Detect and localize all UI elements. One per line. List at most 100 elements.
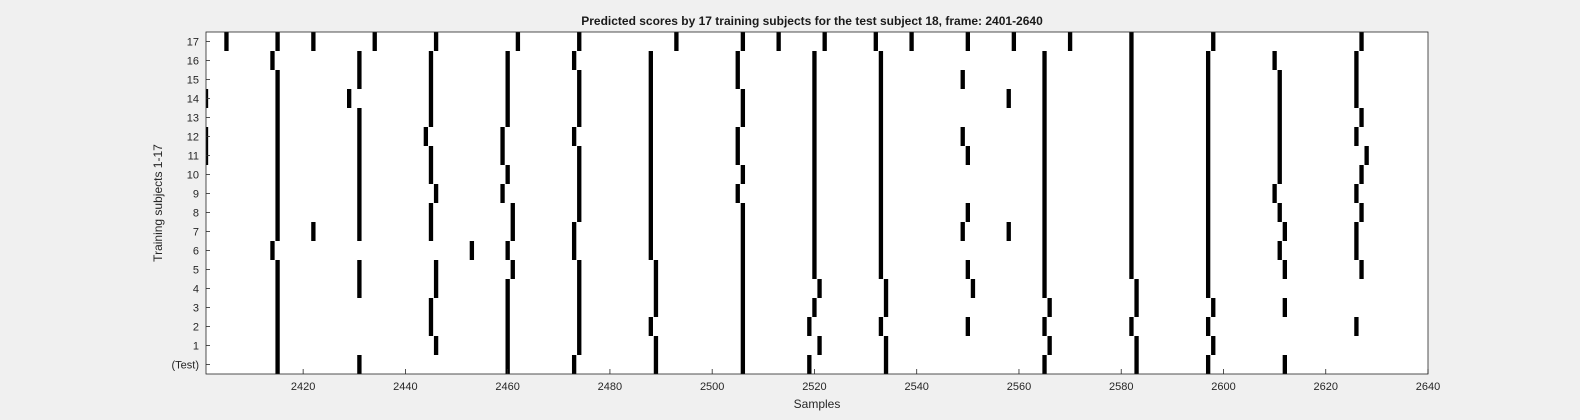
y-tick-label: 8 [193,208,199,220]
score-mark [1205,184,1211,203]
score-mark [1129,51,1134,70]
score-mark [1205,127,1211,146]
score-mark [275,355,280,374]
score-mark [812,70,817,89]
score-mark [1042,203,1047,222]
score-mark [1129,241,1134,260]
score-mark [735,184,740,203]
score-mark [577,279,582,298]
score-mark [1042,222,1047,241]
score-mark [275,108,280,127]
score-mark [1129,317,1134,336]
score-mark [740,336,746,355]
score-mark [1067,32,1073,51]
score-mark [1129,70,1134,89]
score-mark [428,298,434,317]
score-mark [1042,317,1047,336]
score-mark [1205,355,1211,374]
score-mark [275,222,280,241]
score-mark [571,241,577,260]
y-tick-label: 5 [193,265,199,277]
score-mark [812,260,817,279]
score-mark [812,184,817,203]
x-tick-label: 2640 [1416,381,1440,393]
score-mark [433,260,439,279]
score-mark [812,51,817,70]
score-mark [500,184,505,203]
score-mark [1354,222,1359,241]
score-mark [270,51,275,70]
score-mark [505,355,510,374]
score-mark [577,146,582,165]
y-axis-label: Training subjects 1-17 [151,144,165,262]
score-mark [740,279,746,298]
score-mark [1205,222,1211,241]
score-mark [1205,165,1211,184]
score-mark [970,279,976,298]
score-mark [735,51,740,70]
x-tick-label: 2540 [904,381,928,393]
score-mark [1205,70,1211,89]
score-mark [653,298,659,317]
score-mark [1205,203,1211,222]
score-mark [735,146,740,165]
score-mark [648,127,653,146]
score-mark [648,222,653,241]
score-mark [270,241,275,260]
score-mark [357,108,362,127]
score-mark [505,336,510,355]
score-mark [357,51,362,70]
score-mark [505,51,510,70]
score-mark [878,203,884,222]
score-mark [740,222,746,241]
score-mark [653,355,659,374]
score-mark [1359,32,1364,51]
score-mark [1354,184,1359,203]
score-mark [357,165,362,184]
y-tick-label: 9 [193,189,199,201]
score-mark [1354,127,1359,146]
score-mark [1129,203,1134,222]
score-mark [510,260,515,279]
score-mark [909,32,914,51]
score-mark [1134,355,1139,374]
score-mark [1011,32,1017,51]
score-mark [1129,32,1134,51]
score-mark [1282,222,1287,241]
score-mark [960,70,965,89]
score-mark [505,241,510,260]
score-mark [1129,260,1134,279]
score-mark [275,279,280,298]
score-mark [505,108,510,127]
score-mark [1042,127,1047,146]
score-mark [1277,203,1282,222]
score-mark [965,146,970,165]
x-tick-label: 2480 [598,381,622,393]
score-mark [960,127,965,146]
score-mark [878,241,884,260]
score-mark [1047,336,1052,355]
score-mark [372,32,377,51]
x-tick-label: 2620 [1313,381,1337,393]
score-mark [1205,317,1211,336]
score-mark [500,127,505,146]
score-mark [1364,146,1369,165]
score-mark [275,32,280,51]
score-mark [740,260,746,279]
score-mark [571,222,577,241]
score-mark [812,165,817,184]
score-mark [1359,203,1364,222]
score-mark [1006,89,1011,108]
score-mark [878,108,884,127]
score-mark [357,355,362,374]
score-mark [500,146,505,165]
score-mark [878,184,884,203]
x-tick-label: 2500 [700,381,724,393]
score-mark [1272,184,1277,203]
score-mark [1134,336,1139,355]
score-mark [1354,51,1359,70]
score-mark [740,241,746,260]
score-mark [428,70,434,89]
score-mark [965,32,970,51]
